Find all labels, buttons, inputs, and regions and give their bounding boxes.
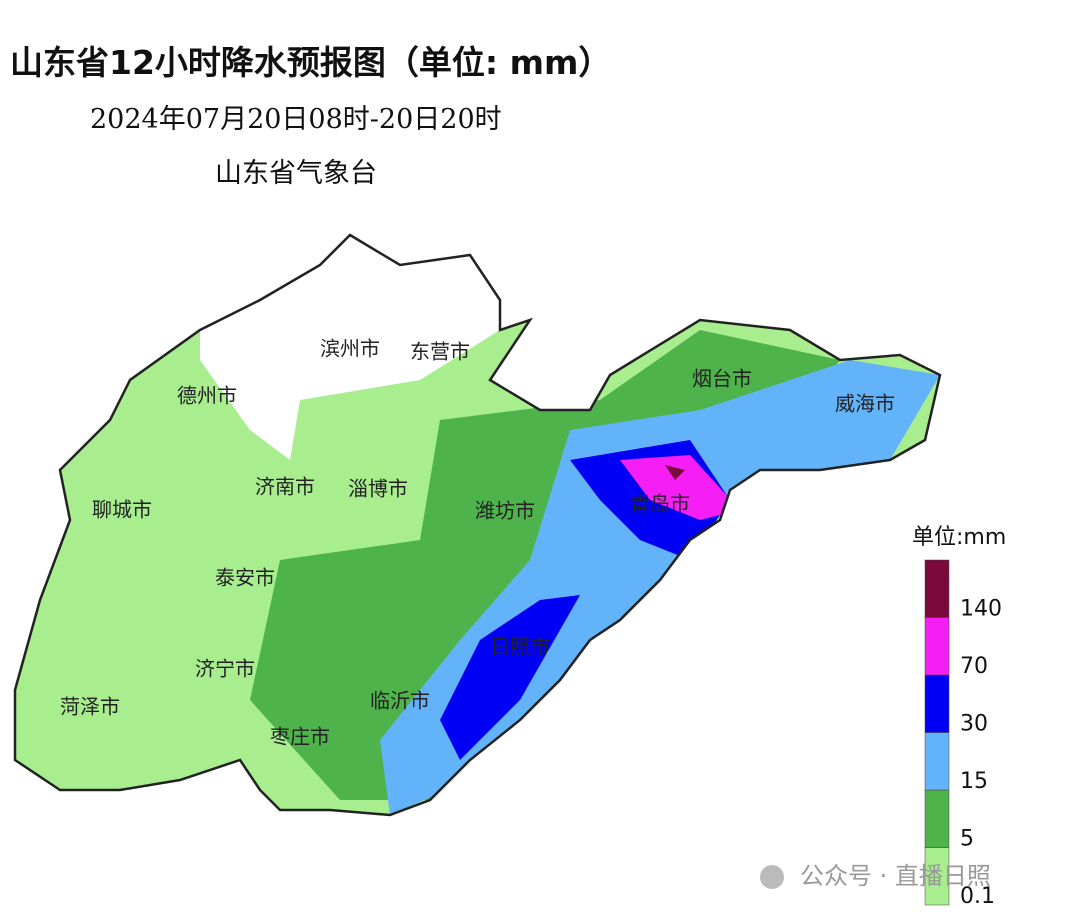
- city-label: 济南市: [255, 475, 315, 499]
- city-label: 德州市: [177, 384, 237, 408]
- period: 2024年07月20日08时-20日20时: [90, 104, 502, 135]
- city-label: 威海市: [835, 392, 895, 416]
- city-label: 潍坊市: [475, 499, 535, 523]
- legend-swatch: [924, 847, 950, 906]
- city-label: 聊城市: [92, 498, 152, 522]
- issuer: 山东省气象台: [215, 158, 377, 189]
- city-label: 临沂市: [370, 689, 430, 713]
- city-label: 青岛市: [630, 492, 690, 516]
- legend-swatch: [924, 559, 950, 618]
- watermark: 公众号 · 直播日照: [800, 862, 991, 890]
- legend-title: 单位:mm: [912, 525, 1006, 550]
- province-border: [13, 233, 942, 817]
- zone-dark: [665, 465, 685, 480]
- wechat-icon: [760, 865, 784, 889]
- legend-tick-label: 70: [960, 654, 988, 679]
- city-label: 滨州市: [320, 337, 380, 361]
- legend-swatch: [924, 732, 950, 791]
- legend-tick-label: 0.1: [960, 884, 995, 909]
- city-label: 济宁市: [195, 657, 255, 681]
- legend-tick-label: 5: [960, 827, 974, 852]
- legend-swatch: [924, 789, 950, 848]
- city-label: 烟台市: [692, 367, 752, 391]
- legend-swatch: [924, 617, 950, 676]
- city-label: 淄博市: [348, 477, 408, 501]
- city-label: 日照市: [490, 635, 550, 659]
- zone-magenta: [620, 455, 740, 520]
- city-label: 泰安市: [215, 566, 275, 590]
- legend-tick-label: 15: [960, 769, 988, 794]
- legend: 0.1 5 15 30 70 140: [924, 559, 1002, 909]
- legend-tick-label: 30: [960, 712, 988, 737]
- city-label: 东营市: [410, 340, 470, 364]
- city-label: 菏泽市: [60, 695, 120, 719]
- map-title: 山东省12小时降水预报图（单位: mm）: [10, 43, 611, 82]
- legend-swatch: [924, 674, 950, 733]
- zone-blue: [440, 440, 730, 760]
- city-label: 枣庄市: [270, 725, 330, 749]
- legend-tick-label: 140: [960, 597, 1002, 622]
